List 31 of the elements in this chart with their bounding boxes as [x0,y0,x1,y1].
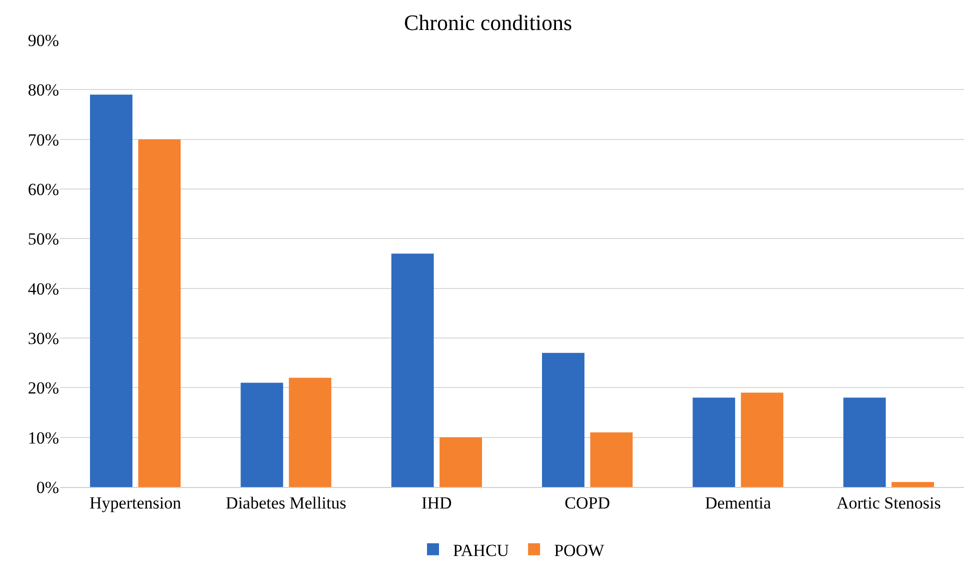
bar [542,352,584,487]
bar [240,382,284,487]
bar [740,392,784,487]
x-tick-label: Hypertension [90,493,182,512]
x-tick-label: Aortic Stenosis [836,493,941,512]
x-tick-label: Dementia [704,493,772,512]
y-tick-label: 10% [28,428,59,448]
bar [288,378,332,487]
bar [90,94,132,487]
y-tick-label: 70% [28,130,59,150]
legend-label: PAHCU [453,540,510,560]
chart-title: Chronic conditions [404,10,572,35]
bar [440,437,482,487]
bar [138,139,181,487]
x-tick-label: Diabetes Mellitus [226,493,346,512]
y-tick-label: 0% [36,478,59,497]
y-tick-label: 90% [28,30,59,50]
bar [692,398,736,487]
y-tick-label: 30% [28,328,59,348]
bar [391,254,434,487]
y-tick-label: 80% [28,80,59,100]
legend-label: POOW [554,540,606,560]
bar [892,482,934,487]
x-tick-label: COPD [564,493,610,512]
bar [590,432,633,487]
y-tick-label: 40% [28,279,59,298]
y-tick-label: 60% [28,180,59,199]
bar [843,398,886,487]
y-tick-label: 20% [28,378,59,398]
y-tick-label: 50% [28,230,59,249]
x-tick-label: IHD [422,493,452,512]
